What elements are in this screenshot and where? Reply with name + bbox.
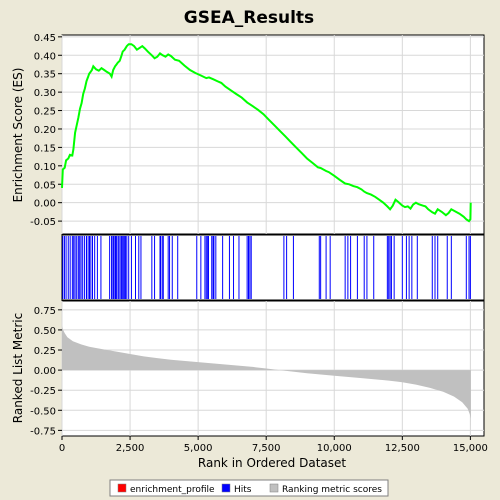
es-y-tick-label: 0.35 xyxy=(34,70,56,81)
x-tick-label: 12,500 xyxy=(385,443,420,454)
es-y-tick-label: 0.15 xyxy=(34,143,56,154)
es-y-tick-label: 0.30 xyxy=(34,88,56,99)
metric-y-axis-label: Ranked List Metric xyxy=(11,313,25,423)
x-tick-label: 2,500 xyxy=(116,443,145,454)
x-tick-label: 10,000 xyxy=(317,443,352,454)
x-tick-label: 15,000 xyxy=(453,443,488,454)
metric-y-tick-label: 0.00 xyxy=(34,366,56,377)
legend-swatch xyxy=(117,483,127,493)
hits-bars xyxy=(62,236,471,299)
legend-label: enrichment_profile xyxy=(130,485,215,495)
x-axis-label: Rank in Ordered Dataset xyxy=(198,456,346,470)
es-y-axis: -0.05 0.00 0.05 0.10 0.15 0.20 0.25 0.30 0.35 0.4… xyxy=(30,33,62,228)
metric-y-tick-label: -0.75 xyxy=(30,426,56,437)
ranking-metric-area xyxy=(62,325,471,433)
metric-y-tick-label: 0.75 xyxy=(34,306,56,317)
metric-y-axis: -0.75 -0.50 -0.25 0.00 0.25 0.50 0.75 xyxy=(30,306,62,437)
x-tick-label: 0 xyxy=(59,443,65,454)
es-y-axis-label: Enrichment Score (ES) xyxy=(11,68,25,203)
x-tick-label: 7,500 xyxy=(252,443,281,454)
es-y-tick-label: 0.25 xyxy=(34,107,56,118)
legend-label: Ranking metric scores xyxy=(282,485,382,495)
es-y-tick-label: 0.05 xyxy=(34,180,56,191)
legend: enrichment_profile Hits Ranking metric sco… xyxy=(109,479,389,497)
es-y-tick-label: 0.45 xyxy=(34,33,56,44)
x-tick-label: 5,000 xyxy=(184,443,213,454)
es-gridlines xyxy=(61,35,484,234)
metric-y-tick-label: -0.50 xyxy=(30,406,56,417)
enrichment-profile-line xyxy=(61,43,472,223)
x-axis: 0 2,500 5,000 7,500 10,000 12,500 15,000 xyxy=(59,436,488,454)
es-y-tick-label: -0.05 xyxy=(30,217,56,228)
hits-plot-area xyxy=(61,234,485,301)
legend-swatch xyxy=(269,483,279,493)
es-y-tick-label: 0.40 xyxy=(34,51,56,62)
legend-label: Hits xyxy=(234,485,252,495)
chart-title: GSEA_Results xyxy=(184,8,314,28)
metric-y-tick-label: -0.25 xyxy=(30,386,56,397)
metric-y-tick-label: 0.25 xyxy=(34,346,56,357)
metric-y-tick-label: 0.50 xyxy=(34,326,56,337)
legend-swatch xyxy=(221,483,231,493)
es-y-tick-label: 0.00 xyxy=(34,199,56,210)
es-y-tick-label: 0.10 xyxy=(34,162,56,173)
es-y-tick-label: 0.20 xyxy=(34,125,56,136)
es-plot-area xyxy=(61,34,485,235)
